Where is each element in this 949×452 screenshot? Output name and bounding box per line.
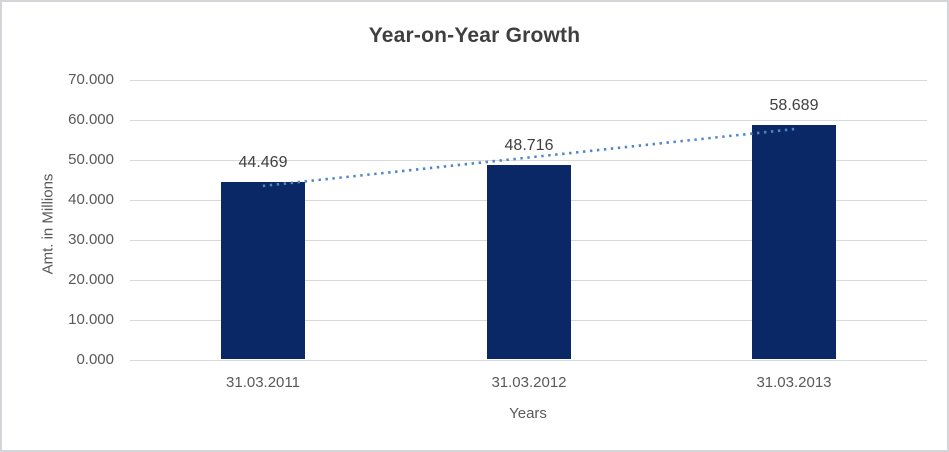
y-tick-label: 0.000 [76, 351, 114, 368]
bar [752, 125, 836, 359]
bar-value-label: 48.716 [504, 137, 554, 154]
y-tick-label: 20.000 [68, 271, 114, 288]
x-axis-title: Years [509, 405, 547, 422]
chart-title: Year-on-Year Growth [368, 24, 581, 47]
x-tick-label: 31.03.2013 [756, 374, 832, 391]
gridline [130, 120, 927, 121]
y-tick-label: 10.000 [68, 311, 114, 328]
y-tick-label: 60.000 [68, 111, 114, 128]
y-tick-label: 30.000 [68, 231, 114, 248]
bar [221, 182, 305, 359]
y-axis-title: Amt. in Millions [39, 173, 57, 275]
y-tick-label: 50.000 [68, 151, 114, 168]
bar [487, 165, 571, 359]
bar-value-label: 44.469 [238, 154, 288, 171]
y-tick-label: 40.000 [68, 191, 114, 208]
x-tick-label: 31.03.2012 [491, 374, 567, 391]
x-tick-label: 31.03.2011 [226, 374, 300, 391]
gridline [130, 80, 927, 81]
gridline [130, 360, 927, 361]
y-tick-label: 70.000 [68, 71, 114, 88]
bar-value-label: 58.689 [769, 97, 819, 114]
